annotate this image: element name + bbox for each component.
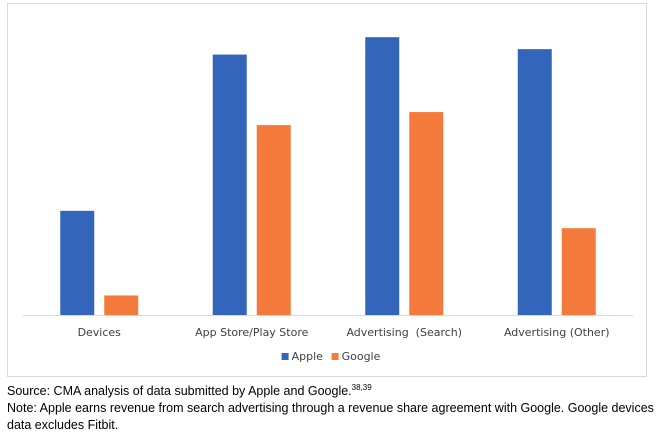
chart-caption: Source: CMA analysis of data submitted b…: [7, 383, 657, 434]
legend-swatch-google: [331, 353, 339, 360]
note-text: Note: Apple earns revenue from search ad…: [7, 401, 654, 432]
source-references: 38,39: [351, 382, 372, 392]
bar-apple-advertising-search: [365, 37, 400, 315]
chart-frame: Devices App Store/Play Store Advertising (…: [7, 3, 647, 377]
bar-apple-advertising-other: [517, 49, 552, 315]
x-tick-label: Advertising (Search): [346, 326, 462, 339]
bar-google-advertising-search: [409, 112, 444, 315]
bar-apple-app-store-play-store: [212, 54, 247, 316]
bar-chart: Devices App Store/Play Store Advertising (…: [23, 37, 633, 363]
source-text: Source: CMA analysis of data submitted b…: [7, 384, 352, 398]
bar-google-app-store-play-store: [256, 125, 291, 315]
x-tick-label: Devices: [78, 326, 122, 339]
bar-google-devices: [104, 295, 139, 315]
bar-google-advertising-other: [561, 228, 596, 315]
legend-label-google: Google: [342, 350, 381, 363]
x-tick-label: Advertising (Other): [504, 326, 610, 339]
legend-label-apple: Apple: [292, 350, 324, 363]
x-tick-label: App Store/Play Store: [195, 326, 309, 339]
bar-apple-devices: [60, 210, 95, 315]
legend-swatch-apple: [281, 353, 289, 360]
source-line: Source: CMA analysis of data submitted b…: [7, 383, 657, 400]
